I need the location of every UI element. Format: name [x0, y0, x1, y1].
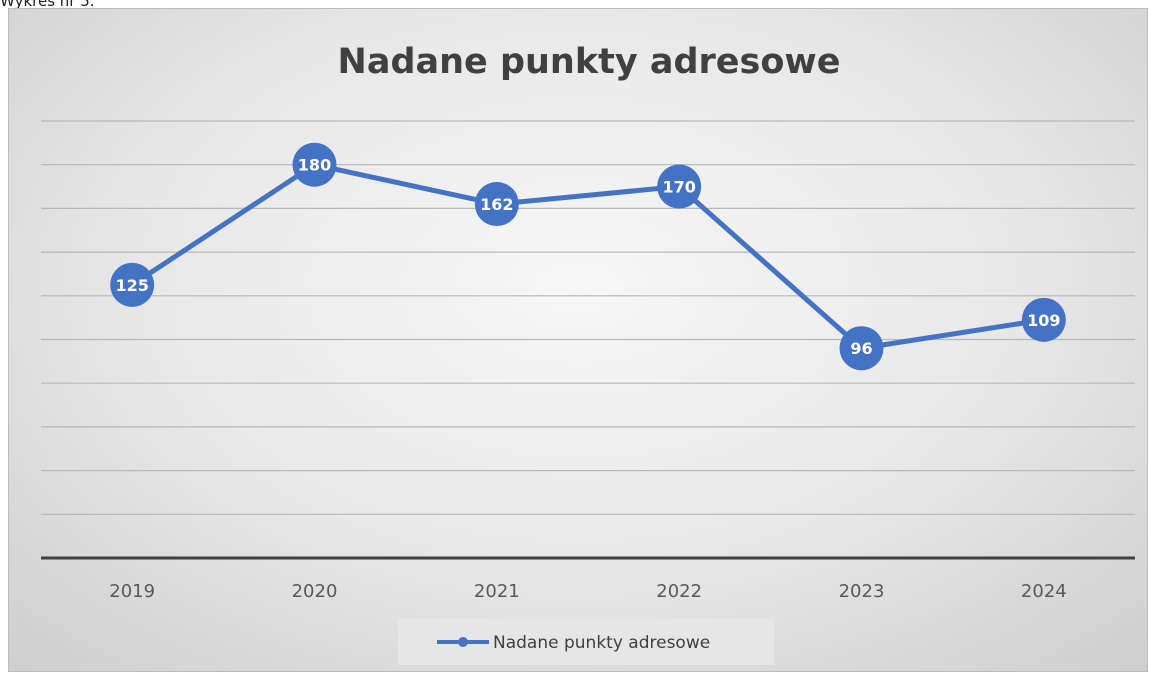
data-point[interactable]: [1021, 297, 1066, 342]
chart-title: Nadane punkty adresowe: [338, 42, 841, 82]
data-label: 170: [662, 178, 695, 197]
chart-area: Nadane punkty adresowe 2019 2020 2021 2022 2…: [8, 8, 1148, 672]
x-tick-label: 2023: [839, 581, 885, 602]
data-label: 96: [850, 339, 872, 358]
gridlines: [41, 120, 1135, 515]
x-tick-label: 2020: [292, 581, 338, 602]
x-axis: 2019 2020 2021 2022 2023 2024: [41, 556, 1135, 602]
figure-caption: Wykres nr 5.: [0, 0, 95, 10]
x-tick-label: 2021: [474, 581, 520, 602]
x-tick-label: 2022: [656, 581, 702, 602]
legend-entry-label: Nadane punkty adresowe: [493, 633, 710, 653]
x-tick-label: 2019: [109, 581, 155, 602]
series-layer: [110, 142, 1066, 371]
data-point[interactable]: [474, 182, 519, 227]
data-point[interactable]: [839, 326, 884, 371]
data-label: 162: [480, 195, 513, 214]
data-labels: 125 180 162 170 96 109: [115, 156, 1060, 359]
data-label: 109: [1027, 311, 1060, 330]
data-point[interactable]: [657, 164, 702, 209]
legend[interactable]: Nadane punkty adresowe: [398, 619, 774, 665]
data-label: 125: [115, 276, 148, 295]
x-tick-label: 2024: [1021, 581, 1067, 602]
data-point[interactable]: [292, 142, 337, 187]
data-label: 180: [298, 156, 331, 175]
line-chart: Nadane punkty adresowe 2019 2020 2021 2022 2…: [41, 42, 1135, 665]
data-point[interactable]: [110, 262, 155, 307]
series-line: [129, 162, 1047, 351]
legend-point-marker: [458, 637, 468, 647]
